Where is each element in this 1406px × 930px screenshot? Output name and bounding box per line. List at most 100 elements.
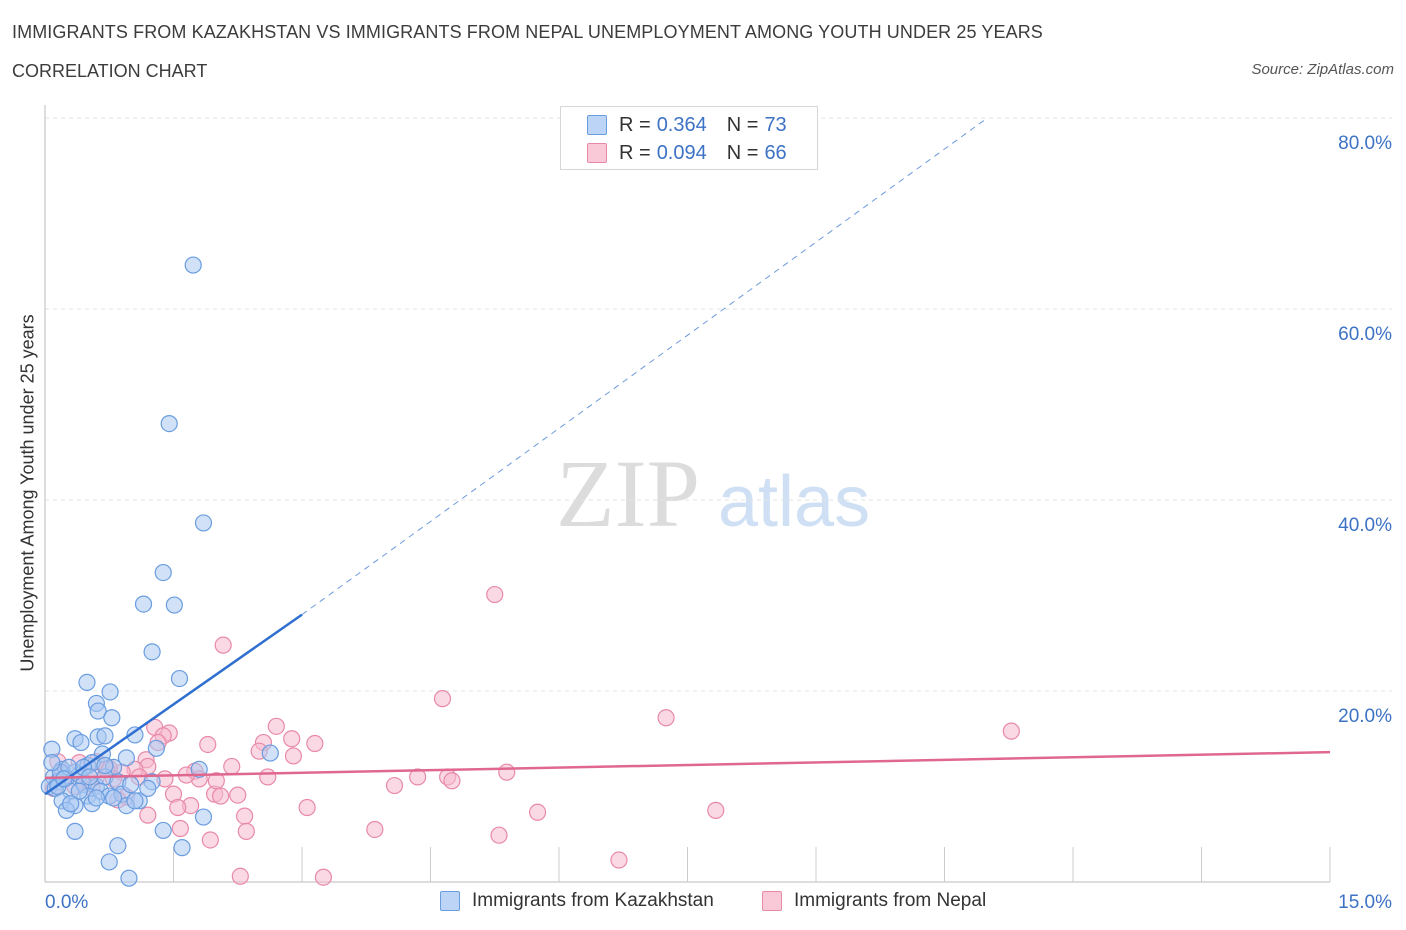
point-nepal-49 — [171, 819, 189, 838]
point-nepal-53 — [528, 803, 547, 821]
point-nepal-46 — [139, 806, 157, 824]
point-nepal-3 — [657, 709, 675, 727]
point-nepal-28 — [409, 768, 427, 786]
point-kazakhstan-21 — [117, 749, 135, 767]
point-nepal-13 — [283, 730, 301, 748]
point-kazakhstan-67 — [100, 853, 118, 871]
trendline-kazakhstan — [44, 613, 303, 796]
point-nepal-58 — [314, 868, 333, 886]
series-kazakhstan-points — [40, 256, 279, 887]
point-kazakhstan-0 — [184, 256, 202, 274]
trendline-nepal — [44, 750, 1331, 780]
point-kazakhstan-62 — [261, 744, 279, 762]
point-nepal-30 — [443, 772, 461, 790]
point-kazakhstan-3 — [154, 563, 172, 582]
point-kazakhstan-53 — [104, 789, 123, 807]
point-nepal-4 — [1002, 722, 1020, 740]
watermark-atlas: atlas — [718, 462, 870, 542]
bottom-legend-label-kazakhstan: Immigrants from Kazakhstan — [472, 890, 714, 911]
legend-row-kazakhstan: R = 0.364 N = 73 — [587, 113, 787, 137]
bottom-legend-swatch-nepal — [762, 891, 782, 911]
stats-legend: R = 0.364 N = 73 R = 0.094 N = 66 — [560, 106, 818, 170]
point-kazakhstan-15 — [96, 727, 114, 745]
point-nepal-57 — [231, 867, 249, 885]
bottom-legend-nepal: Immigrants from Nepal — [762, 890, 986, 912]
point-kazakhstan-8 — [78, 673, 96, 692]
point-kazakhstan-2 — [194, 514, 213, 532]
point-nepal-48 — [236, 807, 254, 825]
y-tick-label-40: 40.0% — [1338, 515, 1392, 536]
point-kazakhstan-65 — [154, 821, 172, 840]
point-nepal-64 — [207, 772, 225, 790]
point-nepal-10 — [199, 735, 217, 754]
point-nepal-11 — [306, 734, 324, 753]
point-nepal-15 — [284, 747, 303, 765]
bottom-legend-swatch-kazakhstan — [440, 891, 460, 911]
legend-row-nepal: R = 0.094 N = 66 — [587, 141, 787, 165]
x-tick-labels: 0.0% 15.0% — [45, 892, 1392, 913]
point-kazakhstan-63 — [66, 822, 84, 840]
point-kazakhstan-66 — [173, 839, 191, 857]
point-nepal-55 — [201, 831, 219, 849]
point-nepal-51 — [366, 820, 384, 839]
point-nepal-50 — [237, 822, 255, 840]
legend-n-label: N = — [726, 141, 759, 164]
point-nepal-32 — [385, 776, 404, 795]
point-kazakhstan-5 — [165, 596, 183, 614]
series-nepal-points — [44, 585, 1020, 886]
x-tick-label-min: 0.0% — [45, 892, 88, 913]
point-nepal-6 — [267, 717, 285, 735]
point-kazakhstan-57 — [62, 795, 80, 813]
point-nepal-2 — [433, 690, 452, 708]
legend-r-label: R = — [619, 141, 651, 164]
y-tick-label-20: 20.0% — [1338, 706, 1392, 727]
legend-n-label: N = — [726, 113, 759, 136]
point-kazakhstan-4 — [134, 595, 153, 613]
point-kazakhstan-44 — [122, 775, 140, 794]
point-nepal-43 — [169, 798, 187, 817]
point-kazakhstan-72 — [96, 756, 114, 775]
point-kazakhstan-7 — [170, 669, 189, 688]
point-kazakhstan-60 — [190, 760, 208, 778]
point-nepal-31 — [498, 763, 516, 781]
y-axis-title: Unemployment Among Youth under 25 years — [17, 314, 38, 672]
point-kazakhstan-69 — [43, 754, 61, 772]
point-kazakhstan-1 — [160, 415, 178, 433]
point-nepal-52 — [490, 826, 508, 844]
trendlines — [44, 117, 1331, 796]
point-kazakhstan-11 — [89, 702, 107, 720]
point-kazakhstan-54 — [87, 789, 106, 807]
gridlines — [45, 117, 1392, 692]
point-nepal-56 — [610, 851, 628, 869]
x-ticks — [173, 847, 1331, 882]
y-tick-label-60: 60.0% — [1338, 324, 1392, 345]
point-kazakhstan-9 — [101, 683, 119, 701]
point-kazakhstan-17 — [72, 733, 90, 752]
point-nepal-25 — [259, 768, 277, 786]
source-credit: Source: ZipAtlas.com — [1251, 61, 1394, 78]
y-tick-labels: 20.0% 40.0% 60.0% 80.0% — [1338, 133, 1392, 727]
legend-n-value-kazakhstan: 73 — [764, 113, 787, 136]
point-kazakhstan-12 — [103, 709, 121, 727]
trendline-kazakhstan-extension — [301, 117, 988, 616]
point-kazakhstan-6 — [143, 643, 161, 661]
point-kazakhstan-51 — [139, 779, 157, 798]
watermark-zip: ZIP — [556, 440, 700, 547]
bottom-legend-label-nepal: Immigrants from Nepal — [794, 890, 987, 911]
point-kazakhstan-52 — [126, 792, 144, 810]
point-kazakhstan-16 — [126, 726, 144, 744]
legend-swatch-kazakhstan — [587, 115, 607, 135]
point-nepal-0 — [486, 585, 504, 604]
point-nepal-54 — [707, 801, 725, 819]
point-nepal-40 — [212, 787, 230, 805]
zipatlas-watermark: ZIP atlas — [556, 440, 870, 547]
point-nepal-24 — [223, 757, 241, 776]
legend-n-value-nepal: 66 — [764, 141, 787, 164]
point-kazakhstan-55 — [70, 782, 88, 800]
point-nepal-41 — [229, 786, 247, 804]
chart-subtitle: CORRELATION CHART — [12, 61, 208, 81]
bottom-legend-kazakhstan: Immigrants from Kazakhstan — [440, 890, 714, 912]
legend-swatch-nepal — [587, 143, 607, 163]
y-tick-label-80: 80.0% — [1338, 133, 1392, 154]
